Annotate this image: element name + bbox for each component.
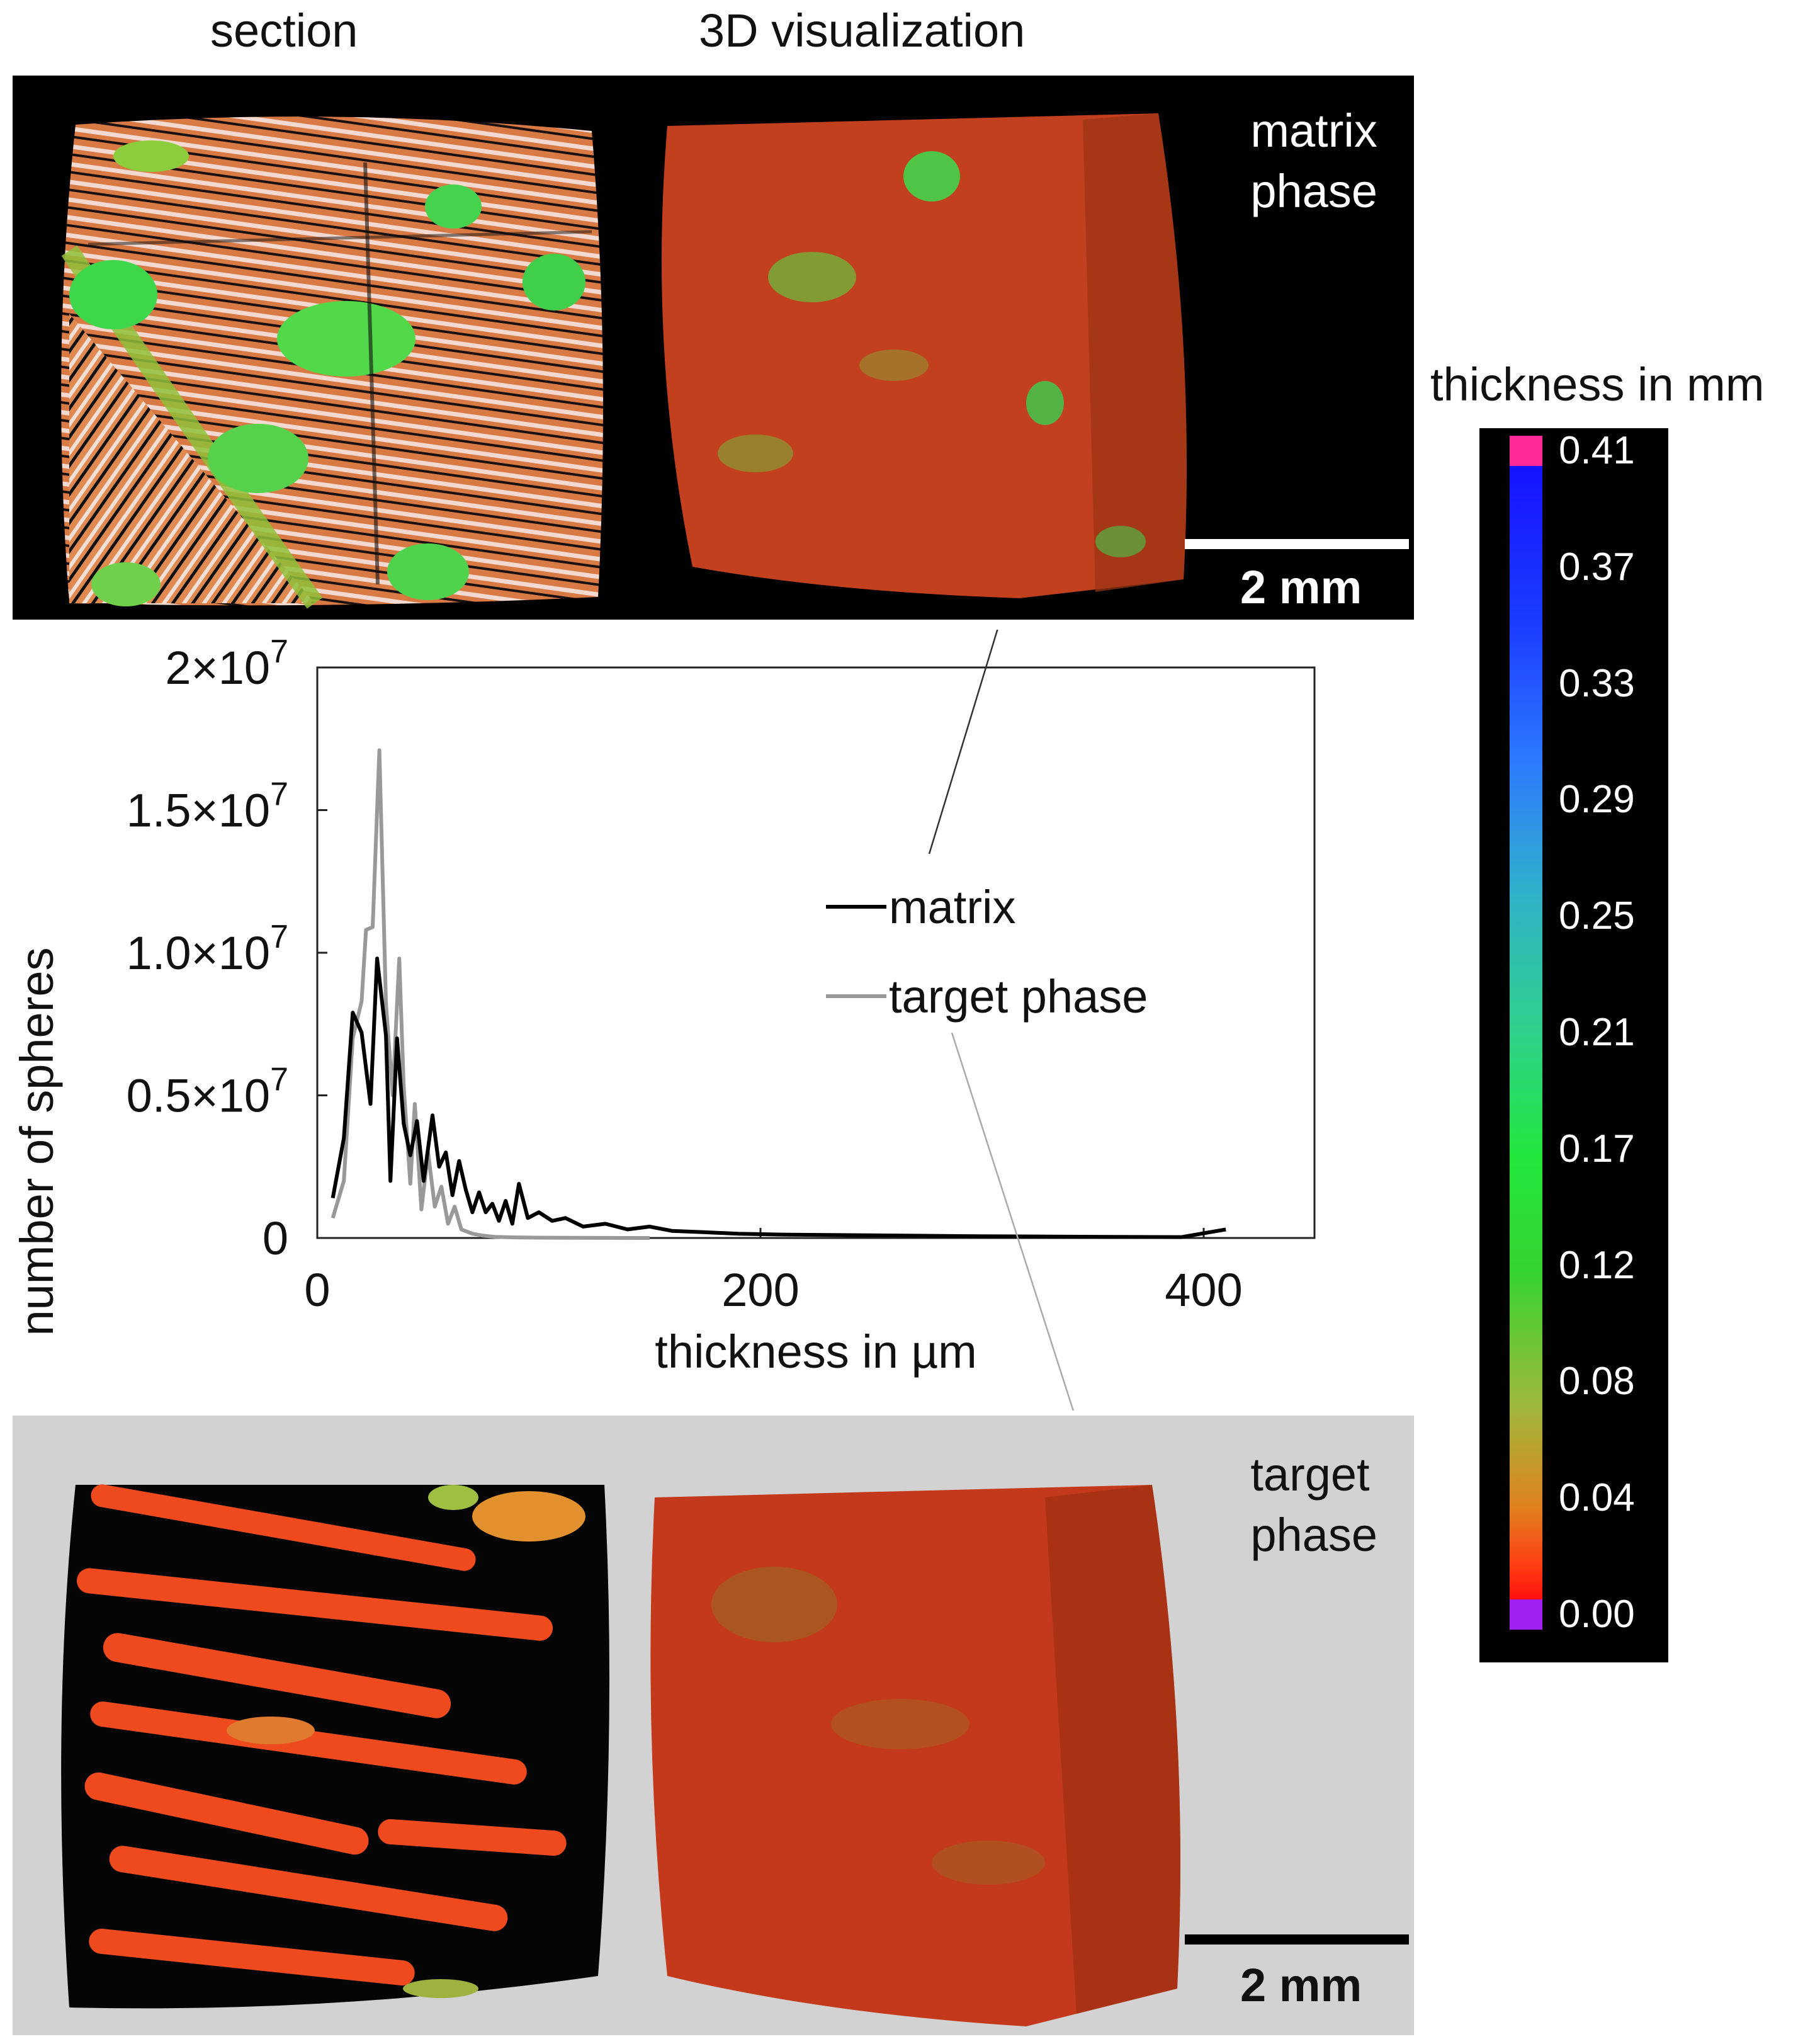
- y-tick-label: 1.0×107: [127, 919, 288, 979]
- colorbar-tick-label: 0.00: [1559, 1593, 1635, 1636]
- target-phase-panel: target phase 2 mm: [13, 1416, 1414, 2035]
- colorbar-tick-label: 0.41: [1559, 429, 1635, 472]
- target-section-image: [61, 1484, 610, 2009]
- colorbar-tick-label: 0.17: [1559, 1127, 1635, 1171]
- matrix-section-image: [61, 116, 604, 609]
- matrix-3d-image: [662, 113, 1187, 598]
- matrix-phase-panel: matrix phase 2 mm: [13, 76, 1414, 620]
- colorbar-max-marker: [1510, 436, 1542, 466]
- plot-frame: [316, 666, 1316, 1239]
- target-3d-image: [650, 1485, 1180, 2026]
- colorbar-tick-label: 0.25: [1559, 894, 1635, 938]
- legend-label: target phase: [889, 970, 1148, 1023]
- colorbar-tick-label: 0.04: [1559, 1476, 1635, 1520]
- x-axis-label: thickness in µm: [655, 1326, 976, 1378]
- x-tick-label: 200: [721, 1264, 799, 1316]
- target-phase-label: target phase: [1250, 1448, 1377, 1561]
- x-tick-label: 0: [304, 1264, 330, 1316]
- y-tick-label: 1.5×107: [127, 776, 288, 837]
- colorbar-tick-label: 0.33: [1559, 661, 1635, 705]
- thickness-distribution-chart: 0 0.5×107 1.0×107 1.5×107 2×107 0 200 400 thickn…: [11, 630, 1316, 1411]
- matrix-connector-line: [928, 630, 998, 855]
- series-line-matrix: [331, 957, 1226, 1239]
- y-tick-label: 0: [263, 1212, 288, 1264]
- y-tick-label: 2×107: [165, 633, 288, 694]
- colorbar-tick-label: 0.29: [1559, 778, 1635, 822]
- x-tick-label: 400: [1165, 1264, 1242, 1316]
- colorbar-min-marker: [1510, 1599, 1542, 1630]
- y-axis-label: number of spheres: [11, 947, 63, 1336]
- colorbar-title: thickness in mm: [1430, 358, 1765, 411]
- y-tick-label: 0.5×107: [127, 1062, 288, 1122]
- colorbar-panel: 0.41 0.37 0.33 0.29 0.25 0.21 0.17 0.12 0.08 0.04…: [1479, 428, 1668, 1662]
- target-connector-line: [951, 1032, 1075, 1411]
- colorbar-tick-label: 0.12: [1559, 1243, 1635, 1287]
- colorbar-tick-label: 0.37: [1559, 545, 1635, 589]
- matrix-scale-bar: [1185, 539, 1409, 549]
- visualization-header: 3D visualization: [699, 4, 1026, 57]
- colorbar-gradient: [1510, 466, 1542, 1599]
- legend-label: matrix: [889, 881, 1015, 933]
- series-line-target-phase: [331, 748, 650, 1240]
- matrix-scale-label: 2 mm: [1240, 561, 1362, 613]
- target-scale-label: 2 mm: [1240, 1959, 1362, 2011]
- matrix-phase-label: matrix phase: [1250, 105, 1377, 217]
- section-header: section: [210, 4, 358, 57]
- colorbar-tick-label: 0.08: [1559, 1360, 1635, 1404]
- target-scale-bar: [1185, 1934, 1409, 1945]
- colorbar-tick-label: 0.21: [1559, 1011, 1635, 1054]
